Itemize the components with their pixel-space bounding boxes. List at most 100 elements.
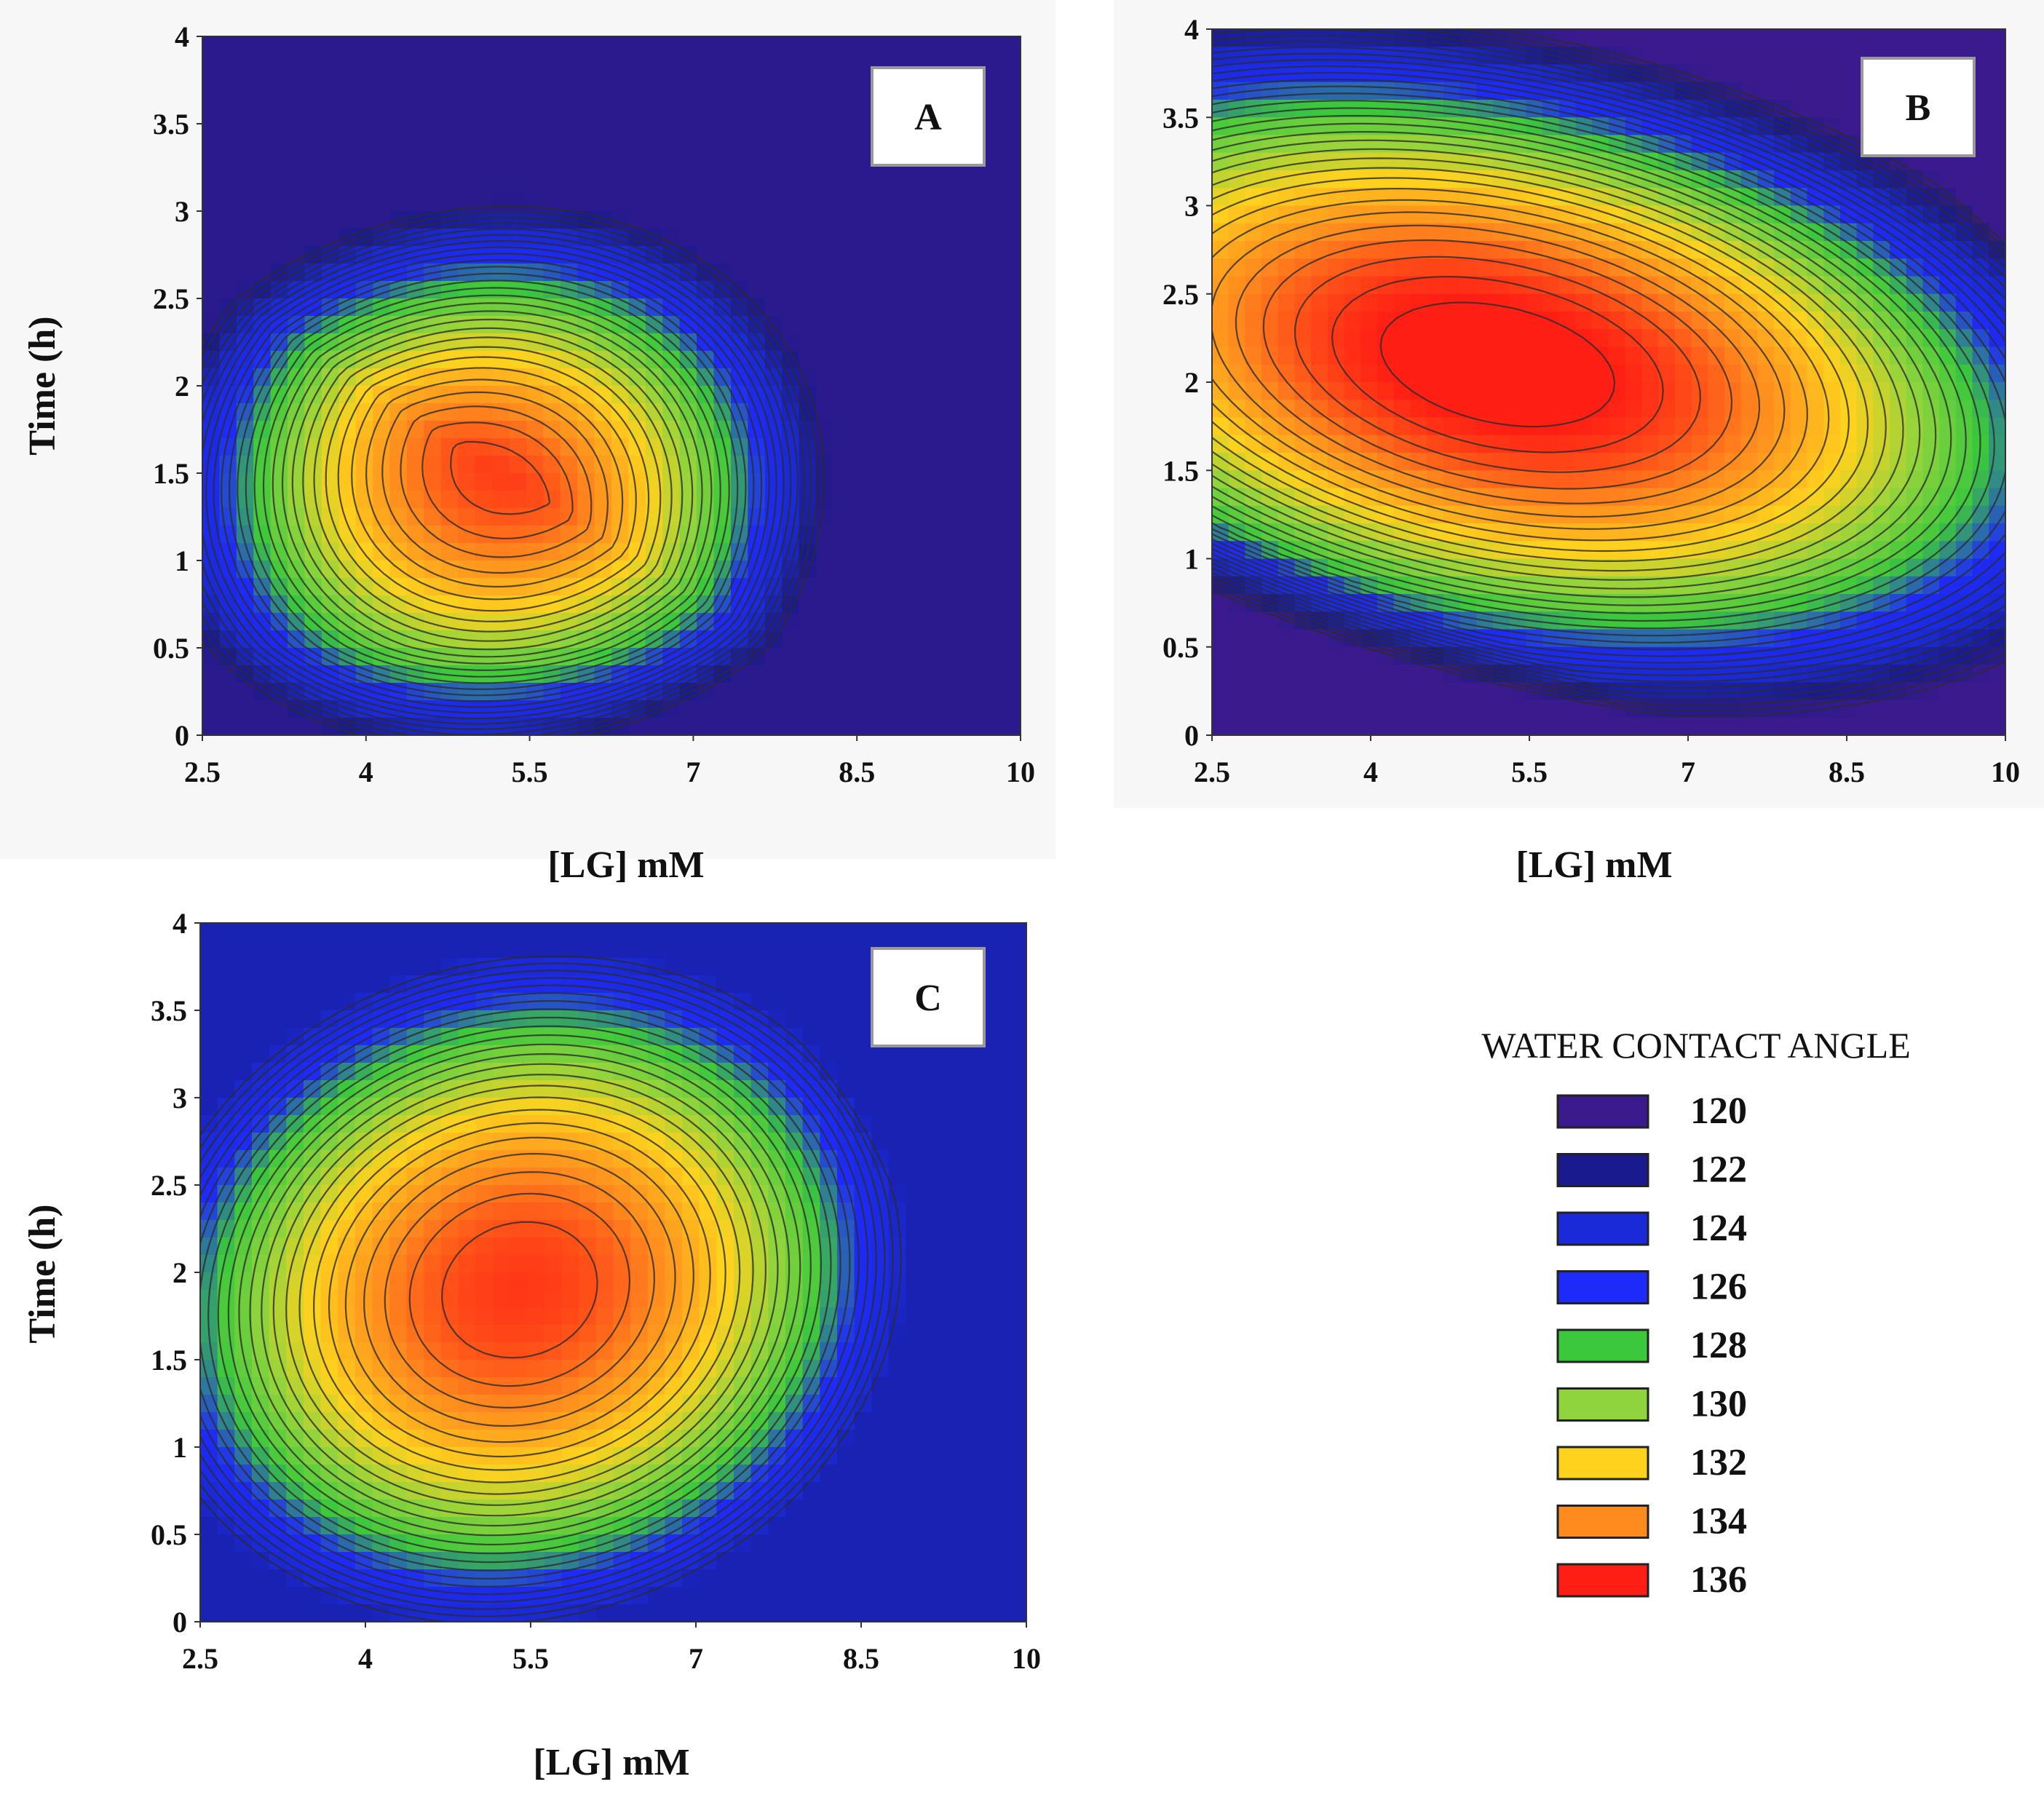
heatmap-cell [918, 578, 936, 596]
heatmap-cell [1377, 135, 1395, 154]
heatmap-cell [1278, 170, 1296, 189]
heatmap-cell [1443, 170, 1461, 189]
heatmap-cell [251, 1587, 270, 1605]
heatmap-cell [219, 194, 237, 212]
heatmap-cell [560, 124, 578, 142]
heatmap-cell [1278, 312, 1296, 330]
heatmap-cell [1558, 453, 1577, 472]
heatmap-cell [355, 176, 373, 194]
heatmap-cell [577, 124, 595, 142]
heatmap-cell [833, 578, 851, 596]
heatmap-cell [424, 1202, 442, 1221]
heatmap-cell [799, 456, 817, 474]
heatmap-cell [288, 124, 306, 142]
heatmap-cell [372, 1290, 390, 1308]
heatmap-cell [816, 36, 834, 55]
heatmap-cell [1459, 312, 1478, 330]
y-tick-label: 2 [175, 370, 189, 403]
heatmap-cell [1972, 417, 1990, 436]
heatmap-cell [1641, 665, 1659, 683]
heatmap-cell [799, 194, 817, 212]
heatmap-cell [424, 1342, 442, 1360]
heatmap-cell [251, 1028, 270, 1046]
heatmap-cell [1003, 176, 1021, 194]
heatmap-cell [1327, 682, 1345, 701]
heatmap-cell [799, 71, 817, 90]
heatmap-cell [1708, 611, 1725, 630]
heatmap-cell [510, 1168, 528, 1186]
heatmap-cell [492, 1412, 511, 1430]
heatmap-cell [577, 89, 595, 107]
heatmap-cell [628, 438, 646, 456]
heatmap-cell [1740, 453, 1759, 472]
heatmap-cell [1476, 152, 1494, 171]
heatmap-cell [543, 560, 561, 579]
heatmap-cell [1592, 435, 1609, 453]
heatmap-cell [492, 1604, 511, 1622]
heatmap-cell [1377, 82, 1395, 100]
heatmap-cell [1427, 205, 1444, 224]
heatmap-cell [1542, 629, 1560, 648]
heatmap-cell [458, 386, 476, 404]
heatmap-cell [1890, 400, 1907, 419]
heatmap-cell [594, 194, 612, 212]
heatmap-cell [1955, 505, 1973, 524]
heatmap-cell [1212, 717, 1229, 736]
heatmap-cell [458, 1604, 477, 1622]
heatmap-cell [884, 403, 902, 421]
heatmap-cell [969, 700, 987, 718]
heatmap-cell [833, 473, 851, 491]
heatmap-cell [1228, 400, 1246, 419]
heatmap-cell [645, 124, 664, 142]
heatmap-cell [234, 975, 253, 994]
heatmap-cell [1459, 117, 1478, 136]
heatmap-cell [492, 1150, 511, 1168]
heatmap-cell [526, 456, 544, 474]
heatmap-cell [492, 368, 510, 387]
heatmap-cell [901, 718, 919, 736]
heatmap-cell [986, 386, 1005, 404]
heatmap-cell [833, 351, 851, 369]
heatmap-cell [303, 993, 322, 1011]
heatmap-cell [918, 560, 936, 579]
heatmap-cell [1558, 29, 1577, 48]
heatmap-cell [816, 368, 834, 387]
heatmap-cell [867, 211, 885, 229]
heatmap-cell [270, 211, 288, 229]
heatmap-cell [833, 665, 851, 683]
heatmap-cell [730, 508, 749, 526]
heatmap-cell [219, 246, 237, 264]
heatmap-cell [986, 141, 1005, 159]
heatmap-cell [475, 351, 493, 369]
heatmap-cell [527, 1412, 545, 1430]
heatmap-cell [288, 543, 306, 561]
heatmap-cell [543, 508, 561, 526]
heatmap-cell [1625, 293, 1643, 312]
heatmap-cell [1592, 505, 1609, 524]
heatmap-cell [1459, 382, 1478, 401]
heatmap-cell [1823, 312, 1841, 330]
heatmap-cell [441, 923, 459, 941]
heatmap-cell [986, 263, 1005, 282]
heatmap-cell [1691, 346, 1709, 365]
heatmap-cell [234, 993, 253, 1011]
heatmap-cell [679, 229, 697, 247]
heatmap-cell [475, 1237, 494, 1256]
heatmap-cell [1774, 364, 1791, 383]
heatmap-cell [969, 351, 987, 369]
heatmap-cell [1674, 400, 1692, 419]
heatmap-cell [1261, 293, 1279, 312]
heatmap-cell [200, 1534, 218, 1553]
heatmap-cell [595, 923, 614, 941]
heatmap-cell [202, 560, 221, 579]
heatmap-cell [219, 36, 237, 55]
x-tick-label: 10 [1991, 756, 2020, 788]
heatmap-cell [713, 246, 732, 264]
heatmap-cell [373, 333, 391, 352]
heatmap-cell [1674, 29, 1692, 48]
heatmap-cell [1955, 29, 1973, 48]
heatmap-cell [1542, 329, 1560, 348]
heatmap-cell [645, 333, 664, 352]
heatmap-cell [730, 700, 749, 718]
heatmap-cell [407, 578, 425, 596]
